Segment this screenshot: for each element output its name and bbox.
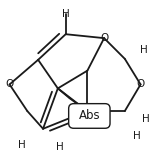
Text: H: H: [133, 131, 141, 141]
Text: H: H: [142, 114, 149, 124]
Text: O: O: [136, 79, 145, 90]
Text: Abs: Abs: [79, 109, 100, 123]
Text: H: H: [62, 9, 70, 19]
FancyBboxPatch shape: [69, 104, 110, 128]
Text: O: O: [100, 33, 108, 43]
Text: O: O: [5, 79, 14, 90]
Text: H: H: [17, 140, 25, 150]
Text: H: H: [140, 45, 147, 55]
Text: H: H: [56, 142, 64, 152]
